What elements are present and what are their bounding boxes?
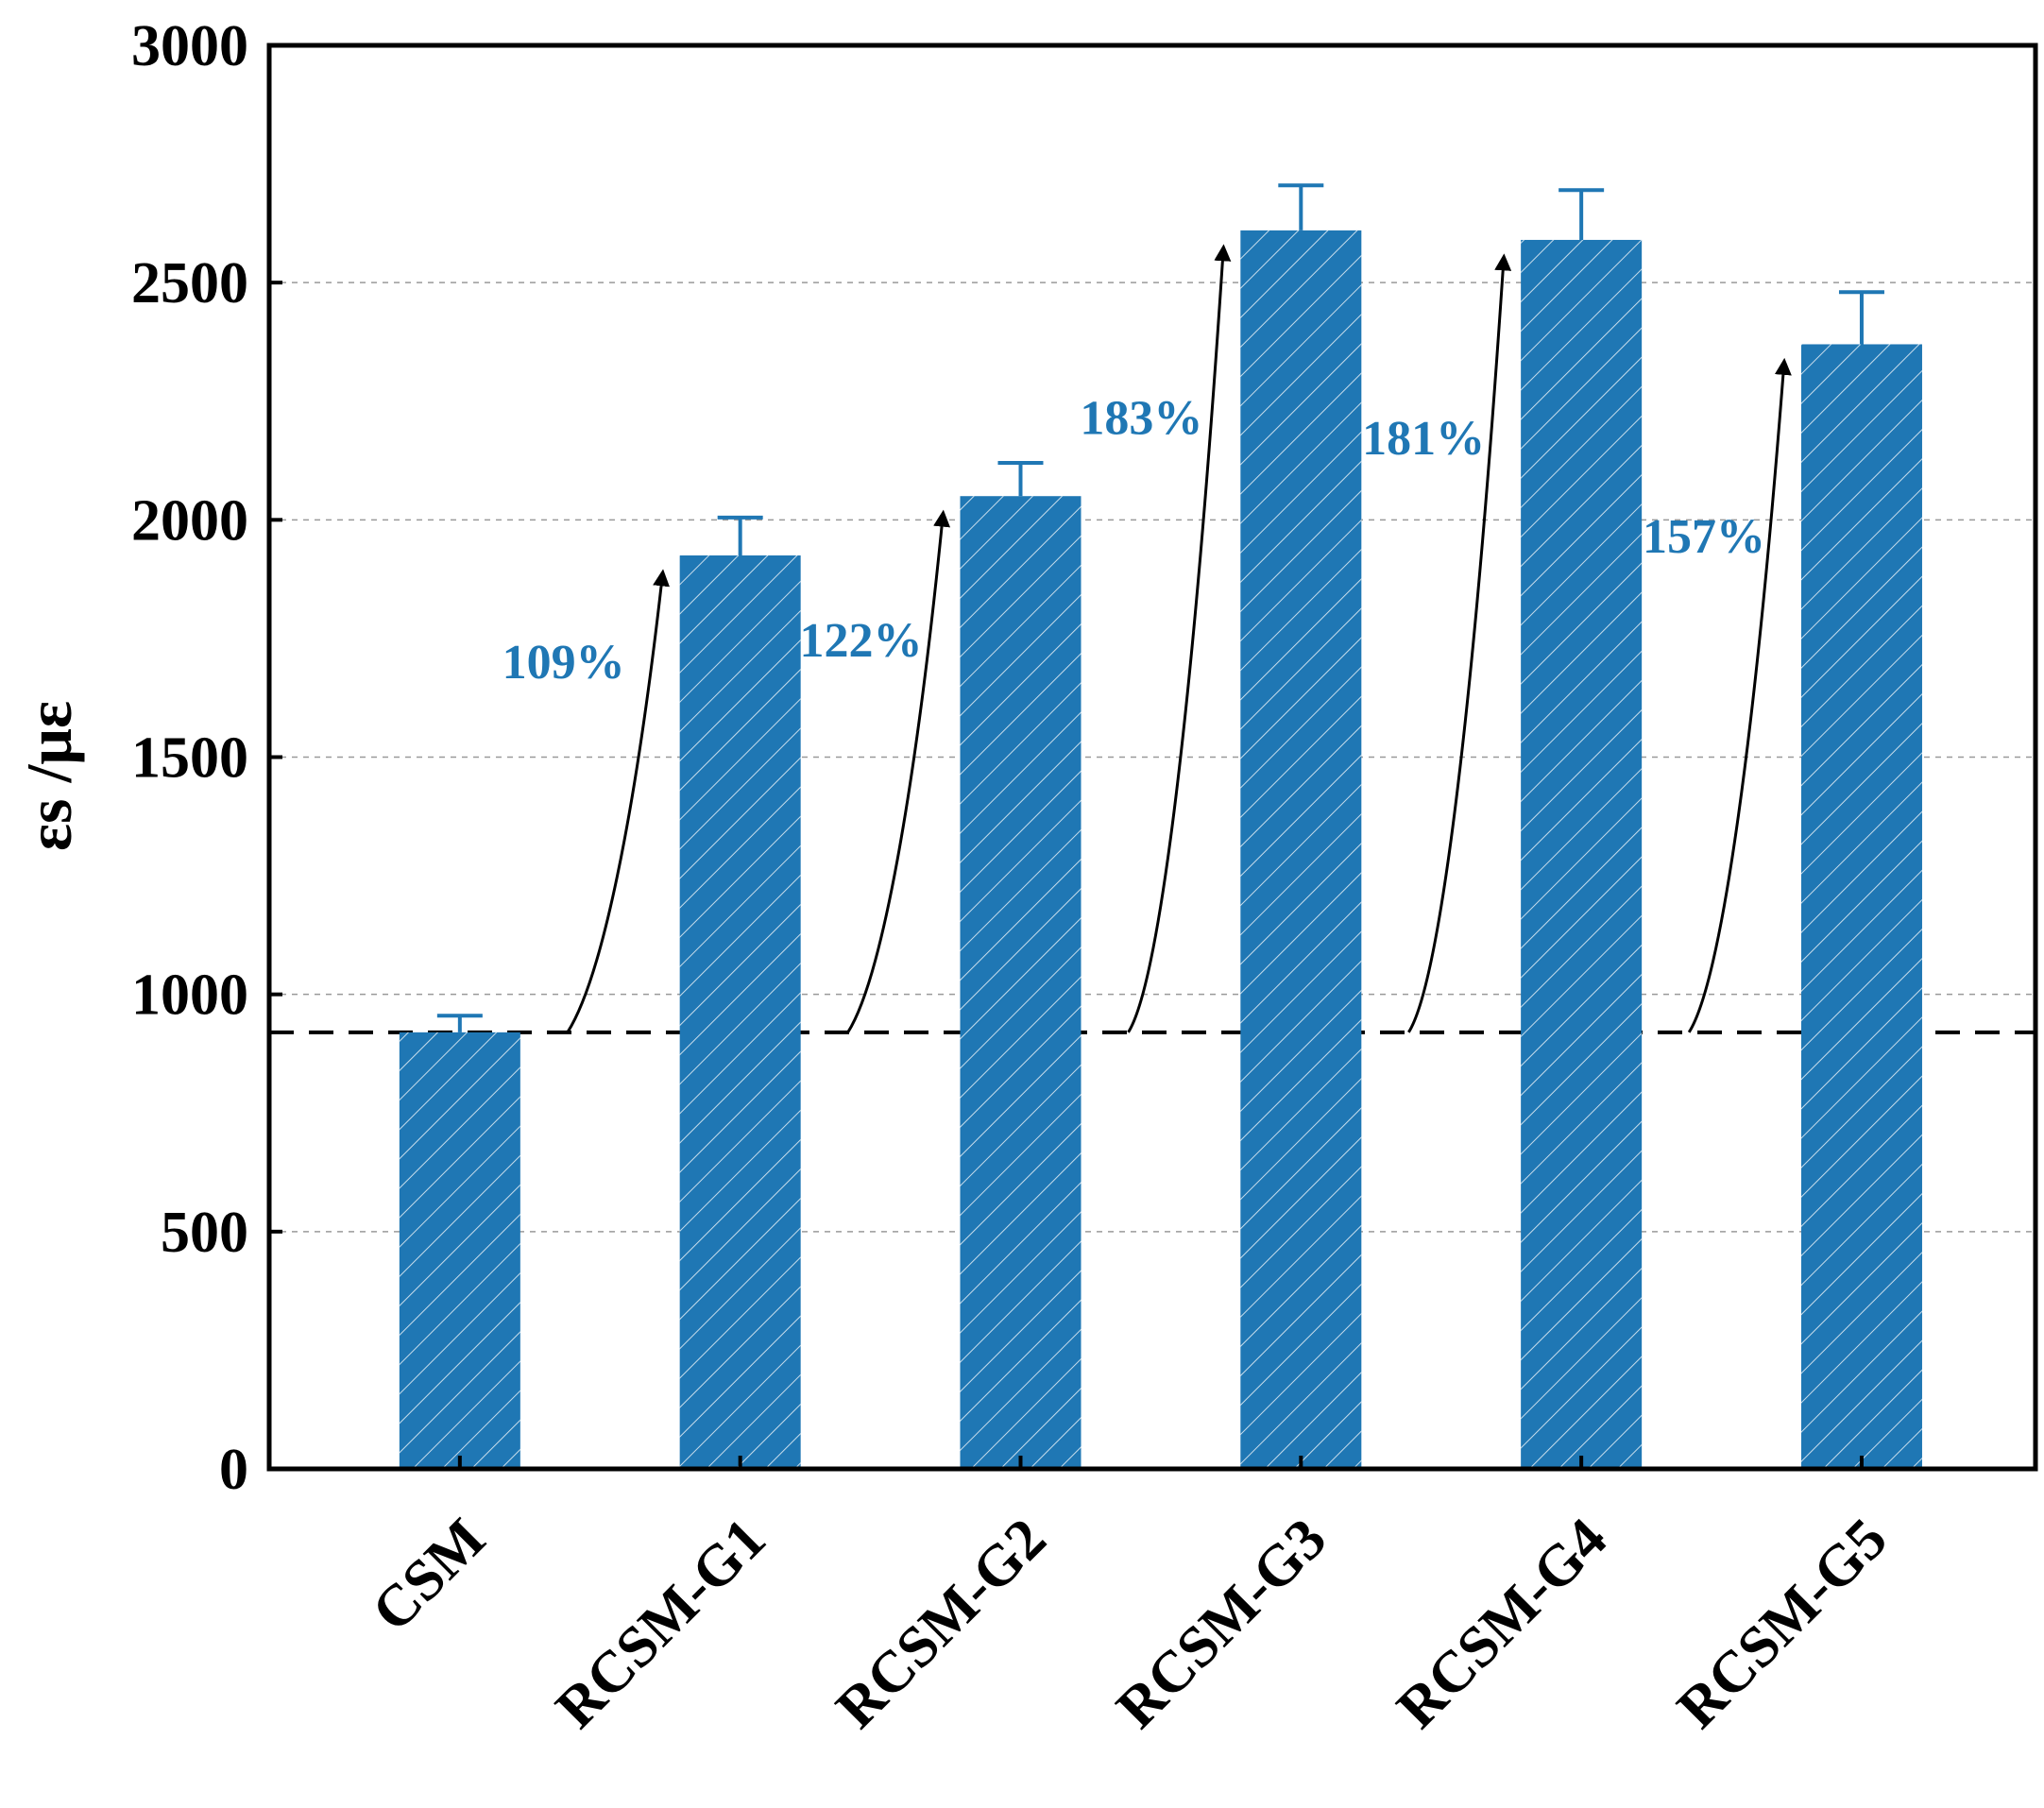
x-category-label: CSM: [360, 1507, 498, 1645]
increase-arrow: [1407, 253, 1512, 1033]
bar-group: [679, 515, 801, 1469]
bar-hatch: [960, 496, 1082, 1469]
bar-hatch: [1240, 230, 1362, 1469]
increase-arrow: [1687, 357, 1792, 1033]
increase-arrow-group: 109%: [502, 569, 671, 1033]
increase-arrow-group: 181%: [1362, 253, 1512, 1033]
y-tick-label: 1500: [131, 726, 248, 791]
increase-arrows: 109% 122% 183% 181% 157%: [502, 244, 1792, 1033]
increase-arrow: [846, 509, 951, 1033]
increase-percent-label: 157%: [1643, 510, 1765, 564]
bar-hatch: [1800, 344, 1922, 1470]
y-tick-label: 2500: [131, 251, 248, 316]
increase-arrow: [1127, 244, 1232, 1033]
y-tick-label: 2000: [131, 488, 248, 553]
increase-percent-label: 183%: [1080, 391, 1202, 445]
bar-group: [960, 461, 1082, 1469]
bar-hatch: [679, 555, 801, 1469]
y-tick-label: 3000: [131, 14, 248, 78]
increase-percent-label: 181%: [1362, 412, 1485, 466]
bar-group: [399, 1014, 520, 1469]
x-axis-labels: CSM RCSM-G1 RCSM-G2 RCSM-G3 RCSM-G4 RCSM-G5: [360, 1456, 1899, 1741]
y-tick-label: 0: [219, 1438, 248, 1502]
increase-arrow-group: 157%: [1643, 357, 1792, 1033]
y-axis-ticks: 0 500 1000 1500 2000 2500 3000: [131, 14, 282, 1502]
increase-arrow-group: 122%: [799, 509, 951, 1033]
x-category-label: RCSM-G1: [544, 1507, 778, 1741]
y-axis-title: εs /με: [13, 701, 85, 851]
bar-group: [1521, 188, 1643, 1469]
y-tick-label: 500: [161, 1201, 248, 1265]
bar-hatch: [1521, 239, 1643, 1469]
increase-percent-label: 109%: [502, 636, 625, 690]
bar-group: [1240, 183, 1362, 1469]
x-category-label: RCSM-G3: [1104, 1507, 1338, 1741]
increase-arrow: [566, 569, 671, 1033]
increase-arrow-group: 183%: [1080, 244, 1232, 1033]
x-category-label: RCSM-G2: [825, 1507, 1059, 1741]
x-category-label: RCSM-G4: [1385, 1507, 1619, 1741]
x-category-label: RCSM-G5: [1665, 1507, 1899, 1741]
increase-percent-label: 122%: [799, 614, 922, 668]
bar-hatch: [399, 1032, 520, 1469]
bar-group: [1800, 290, 1922, 1470]
bars: [399, 183, 1922, 1470]
y-tick-label: 1000: [131, 964, 248, 1028]
